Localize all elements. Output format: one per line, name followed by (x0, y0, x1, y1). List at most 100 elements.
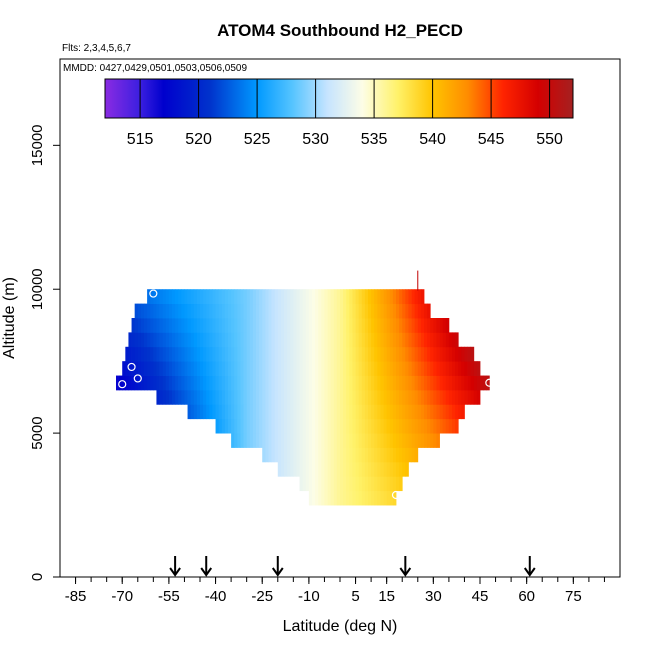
heatmap-cell (221, 389, 226, 405)
heatmap-cell (464, 361, 468, 376)
heatmap-cell (358, 361, 363, 376)
heatmap-cell (246, 418, 251, 434)
heatmap-cell (396, 318, 400, 333)
heatmap-cell (305, 318, 310, 333)
heatmap-cell (178, 389, 182, 405)
heatmap-cell (206, 389, 210, 405)
heatmap-cell (162, 332, 167, 348)
heatmap-cell (234, 361, 238, 376)
heatmap-cell (361, 490, 366, 506)
heatmap-cell (218, 418, 223, 434)
heatmap-cell (305, 389, 310, 405)
heatmap-cell (411, 389, 416, 405)
heatmap-cell (224, 418, 229, 434)
heatmap-cell (349, 447, 353, 463)
x-axis: -85 -70 -55 -40 -25 -10 5 15 30 45 60 75 (65, 577, 605, 605)
heatmap-cell (327, 433, 332, 448)
heatmap-cell (396, 389, 400, 405)
heatmap-cell (336, 318, 341, 333)
heatmap-cell (308, 447, 313, 463)
heatmap-cell (476, 361, 481, 376)
heatmap-cell (256, 346, 260, 362)
heatmap-cell (159, 346, 164, 362)
heatmap-cell (340, 433, 344, 448)
heatmap-cell (336, 375, 341, 391)
heatmap-cell (392, 289, 397, 305)
heatmap-cell (265, 418, 269, 434)
heatmap-cell (196, 318, 201, 333)
heatmap-cell (439, 418, 444, 434)
heatmap-cell (355, 346, 360, 362)
heatmap-cell (209, 375, 213, 391)
heatmap-cell (327, 389, 332, 405)
heatmap-cell (321, 404, 325, 420)
heatmap-cell (234, 318, 238, 333)
heatmap-cell (243, 289, 248, 305)
heatmap-cell (361, 361, 366, 376)
heatmap-cell (420, 332, 425, 348)
heatmap-cell (265, 433, 269, 448)
heatmap-cell (150, 346, 154, 362)
heatmap-cell (402, 346, 406, 362)
heatmap-cell (284, 361, 288, 376)
heatmap-cell (193, 389, 198, 405)
heatmap-cell (293, 461, 297, 477)
heatmap-cell (455, 389, 459, 405)
heatmap-cell (433, 433, 437, 448)
heatmap-cell (305, 332, 310, 348)
heatmap-cell (464, 346, 468, 362)
heatmap-cell (246, 375, 251, 391)
heatmap-cell (256, 404, 260, 420)
heatmap-cell (380, 375, 384, 391)
heatmap-cell (424, 318, 428, 333)
heatmap-cell (268, 433, 272, 448)
heatmap-cell (358, 389, 363, 405)
heatmap-cell (386, 476, 391, 492)
x-tick-label: 5 (351, 588, 359, 605)
arrow-marker (169, 556, 181, 577)
heatmap-cell (352, 404, 356, 420)
heatmap-cell (399, 389, 403, 405)
heatmap-cell (321, 346, 325, 362)
heatmap-cell (287, 461, 291, 477)
heatmap-cell (402, 332, 406, 348)
heatmap-cell (190, 289, 195, 305)
heatmap-cell (420, 318, 425, 333)
heatmap-cell (302, 433, 307, 448)
heatmap-cell (156, 318, 160, 333)
heatmap-cell (396, 461, 400, 477)
heatmap-cell (340, 447, 344, 463)
heatmap-cell (420, 303, 425, 319)
colorbar-tick-label: 530 (302, 131, 329, 148)
heatmap-cell (336, 346, 341, 362)
heatmap-cell (343, 375, 347, 391)
heatmap-cell (184, 375, 188, 391)
heatmap-cell (206, 303, 210, 319)
colorbar-ticks: 515 520 525 530 535 540 545 550 (127, 79, 563, 148)
heatmap-cell (386, 346, 391, 362)
heatmap-cell (172, 289, 176, 305)
heatmap-cell (430, 404, 434, 420)
heatmap-cell (147, 318, 151, 333)
heatmap-cell (287, 447, 291, 463)
heatmap-cell (162, 375, 167, 391)
heatmap-cell (355, 447, 360, 463)
heatmap-cell (340, 490, 344, 506)
y-tick-label: 15000 (29, 124, 46, 166)
heatmap-cell (284, 318, 288, 333)
sample-point (391, 490, 401, 500)
heatmap-cell (280, 461, 285, 477)
heatmap-cell (408, 404, 412, 420)
heatmap-cell (262, 346, 266, 362)
heatmap-cell (417, 332, 422, 348)
heatmap-cell (252, 433, 257, 448)
heatmap-cell (361, 332, 366, 348)
heatmap-cell (346, 375, 350, 391)
heatmap-cell (430, 375, 434, 391)
heatmap-cell (340, 389, 344, 405)
heatmap-cell (408, 389, 412, 405)
arrow-marker (271, 556, 284, 577)
heatmap-cell (165, 346, 170, 362)
heatmap-cell (122, 361, 126, 376)
heatmap-cell (280, 332, 285, 348)
